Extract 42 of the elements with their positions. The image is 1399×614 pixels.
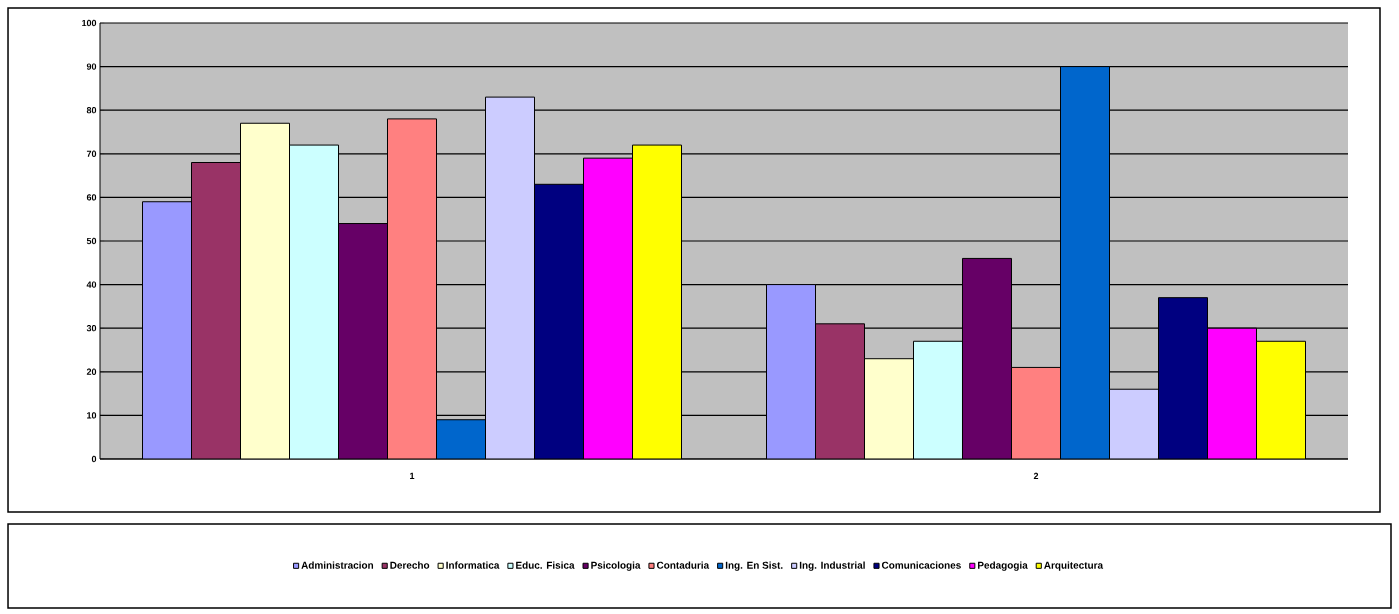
- bar: [962, 257, 1012, 459]
- bar: [864, 358, 914, 459]
- bar: [338, 223, 389, 459]
- legend-label: Ing. En Sist.: [725, 561, 783, 571]
- x-tick-label: 1: [410, 472, 415, 479]
- y-tick-label: 0: [91, 455, 97, 463]
- bar: [534, 183, 585, 459]
- legend-label: Arquitectura: [1044, 561, 1104, 571]
- bar: [913, 340, 963, 459]
- y-tick-label: 50: [86, 237, 97, 245]
- bar: [1109, 388, 1159, 459]
- y-tick-label: 100: [82, 19, 97, 27]
- legend-label: Pedagogia: [978, 561, 1028, 571]
- bar: [583, 157, 634, 459]
- bar: [815, 323, 865, 459]
- bar: [632, 144, 683, 459]
- legend-label: Contaduria: [656, 561, 710, 569]
- bar: [1158, 297, 1208, 459]
- y-tick-label: 70: [86, 150, 97, 157]
- legend-label: Informatica: [446, 561, 500, 569]
- bar: [289, 144, 340, 459]
- bar: [766, 284, 816, 459]
- x-tick-label: 2: [1033, 472, 1039, 480]
- y-tick-label: 10: [87, 412, 97, 419]
- y-tick-label: 40: [86, 281, 97, 288]
- legend-label: Educ. Fisica: [516, 561, 575, 569]
- y-tick-label: 60: [86, 194, 97, 201]
- legend-label: Psicologia: [591, 561, 641, 571]
- bar: [1207, 327, 1257, 459]
- y-tick-label: 30: [86, 325, 97, 332]
- legend-label: Derecho: [390, 561, 430, 569]
- bar: [240, 122, 291, 459]
- bar: [1256, 340, 1306, 459]
- y-tick-label: 90: [86, 63, 97, 70]
- bar: [191, 162, 242, 459]
- bar: [485, 96, 536, 459]
- legend-label: Ing. Industrial: [799, 561, 865, 571]
- bar: [142, 201, 193, 459]
- y-tick-label: 80: [86, 107, 97, 114]
- legend-label: Administracion: [301, 561, 374, 569]
- legend-label: Comunicaciones: [881, 561, 961, 569]
- y-tick-label: 20: [86, 368, 97, 375]
